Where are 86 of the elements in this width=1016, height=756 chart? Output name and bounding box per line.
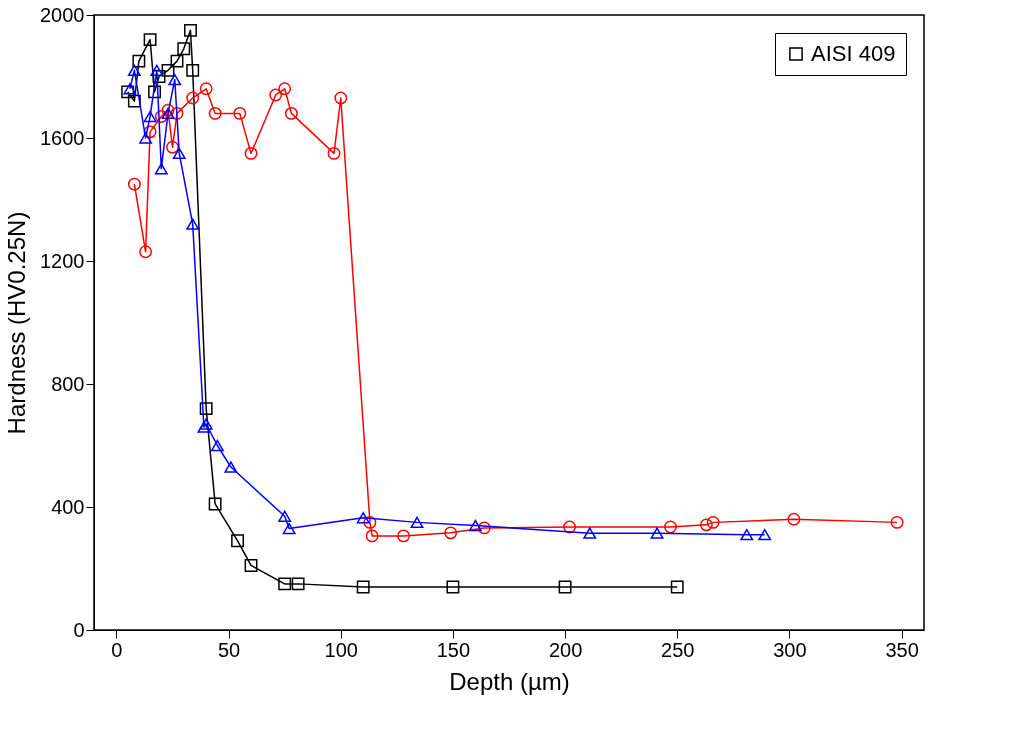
point xyxy=(148,85,162,99)
point xyxy=(699,518,713,532)
point xyxy=(150,64,164,77)
point xyxy=(152,70,166,83)
point xyxy=(356,580,370,594)
point xyxy=(154,110,168,123)
point xyxy=(139,245,153,259)
point xyxy=(334,91,348,105)
point xyxy=(233,106,247,120)
point xyxy=(208,497,222,511)
point xyxy=(558,580,572,594)
point xyxy=(477,521,491,535)
point xyxy=(127,94,141,108)
point xyxy=(184,23,197,37)
point xyxy=(787,512,801,526)
point xyxy=(563,520,577,534)
y-tick-label: 800 xyxy=(51,372,85,395)
point xyxy=(664,520,677,534)
point xyxy=(143,33,157,47)
y-axis-title: Hardness (HV0.25N) xyxy=(3,211,31,435)
point xyxy=(161,63,175,77)
point xyxy=(397,529,411,543)
point xyxy=(670,580,684,594)
point xyxy=(363,515,377,529)
point xyxy=(278,577,292,591)
point xyxy=(186,91,200,105)
point xyxy=(291,577,305,591)
point xyxy=(161,107,175,120)
point xyxy=(444,526,458,540)
point xyxy=(139,132,153,144)
point xyxy=(890,515,904,529)
point xyxy=(278,510,292,522)
point xyxy=(172,147,186,160)
point xyxy=(446,580,460,594)
x-tick-label: 150 xyxy=(436,638,471,661)
point xyxy=(583,527,597,539)
point xyxy=(132,54,146,68)
point xyxy=(199,82,213,96)
point xyxy=(170,54,184,68)
point xyxy=(231,534,245,548)
point xyxy=(650,527,664,539)
point xyxy=(170,106,184,120)
point xyxy=(706,515,720,529)
point xyxy=(127,64,141,77)
y-tick-label: 400 xyxy=(51,495,85,518)
point xyxy=(269,88,283,102)
x-tick-label: 100 xyxy=(324,638,358,661)
point xyxy=(154,163,168,175)
point xyxy=(168,73,182,86)
point xyxy=(365,529,379,543)
point xyxy=(758,528,772,541)
legend-label: AISI 409 xyxy=(811,41,896,66)
point xyxy=(284,106,298,120)
y-tick-label: 1200 xyxy=(40,249,85,272)
point xyxy=(468,519,482,532)
point xyxy=(356,512,370,524)
x-tick-label: 50 xyxy=(217,638,241,661)
point xyxy=(127,177,141,191)
y-tick-label: 2000 xyxy=(40,3,85,26)
point xyxy=(166,140,179,154)
point xyxy=(210,439,224,452)
point xyxy=(121,85,135,99)
point xyxy=(224,461,238,473)
y-tick-label: 0 xyxy=(73,618,85,641)
point xyxy=(143,110,157,123)
point xyxy=(244,146,258,160)
point xyxy=(143,125,157,139)
point xyxy=(327,146,341,160)
x-tick-label: 0 xyxy=(111,638,123,661)
point xyxy=(208,106,222,120)
x-tick-label: 250 xyxy=(661,638,695,661)
point xyxy=(282,522,296,535)
point xyxy=(199,402,213,416)
point xyxy=(278,82,292,96)
y-tick-label: 1600 xyxy=(40,126,85,149)
x-axis-title: Depth (µm) xyxy=(449,667,570,695)
x-tick-label: 350 xyxy=(885,638,919,661)
point xyxy=(740,528,754,541)
point xyxy=(123,83,137,95)
x-tick-label: 200 xyxy=(548,638,583,661)
point xyxy=(177,42,191,56)
x-tick-label: 300 xyxy=(773,638,807,661)
point xyxy=(186,63,200,77)
point xyxy=(410,516,424,529)
point xyxy=(244,558,258,572)
point xyxy=(186,218,200,230)
